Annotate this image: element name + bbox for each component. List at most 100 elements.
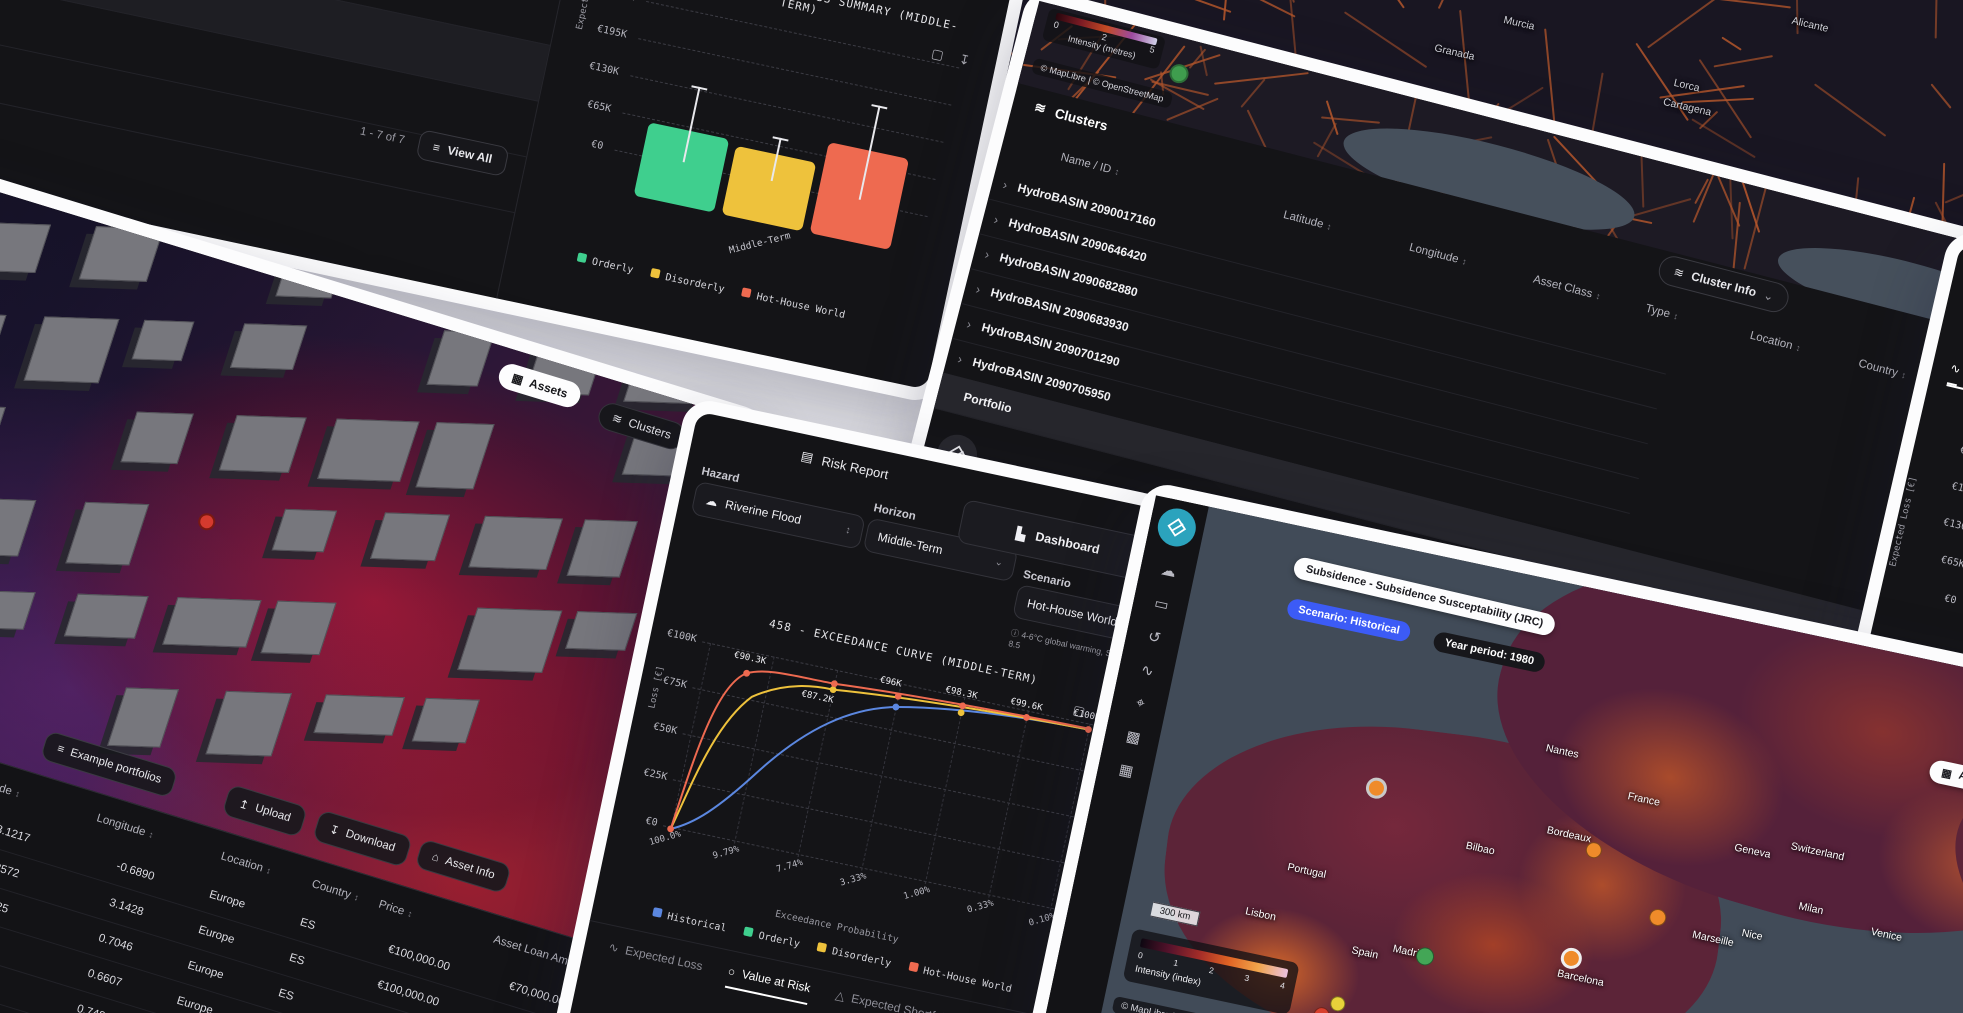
building-block <box>260 600 337 656</box>
report-icon: ▤ <box>799 447 815 466</box>
building-block <box>565 611 638 651</box>
s4-tab-underline <box>1946 384 1963 397</box>
map-road <box>1344 11 1428 68</box>
f-data-point <box>830 680 838 688</box>
f-legend-orderly: Orderly <box>743 926 801 950</box>
button-icon: ↧ <box>327 823 341 839</box>
s1-y-tick: €130K <box>588 60 620 78</box>
button-icon: ↥ <box>237 798 251 813</box>
flood-icon: ☁ <box>704 493 719 510</box>
button-icon: ⌂ <box>430 851 441 865</box>
f-data-point <box>957 709 965 717</box>
expand-chevron[interactable]: › <box>1001 176 1010 192</box>
undo-icon[interactable]: ↺ <box>1146 628 1163 648</box>
map-road <box>1744 168 1773 270</box>
folder-icon[interactable]: ▭ <box>1152 594 1171 615</box>
s1-legend-disorderly: Disorderly <box>650 267 726 295</box>
s2-column-location[interactable]: Location↕ <box>219 850 273 877</box>
s3-column-type[interactable]: Type↕ <box>1644 302 1680 322</box>
building-block <box>457 607 563 673</box>
download-icon[interactable]: ↧ <box>957 51 972 69</box>
building-block <box>65 501 150 566</box>
f-data-point <box>959 702 966 710</box>
g-legend-tick: 3 <box>1243 972 1251 984</box>
f-data-point <box>1023 714 1030 721</box>
s3-column-latitude[interactable]: Latitude↕ <box>1282 208 1333 233</box>
s3-column-asset-class[interactable]: Asset Class↕ <box>1531 273 1602 302</box>
g-sidebar: ☁ ▭ ↺ ∿ ⌖ ▩ ▦ <box>1002 495 1209 1013</box>
map-road <box>1944 173 1963 204</box>
map-road <box>1693 162 1720 224</box>
s4-expected-loss-tab[interactable]: ∿ <box>1946 360 1962 387</box>
s2-column-longitude[interactable]: Longitude↕ <box>95 812 155 841</box>
building-block <box>78 226 165 282</box>
f-legend-historical: Historical <box>651 907 727 934</box>
tab-icon: ∿ <box>607 939 621 956</box>
expand-chevron[interactable]: › <box>992 211 1001 227</box>
s4-y-tick: €195K <box>1950 480 1963 499</box>
building-block <box>218 415 307 473</box>
building-block <box>229 323 308 371</box>
f-y-tick: €25K <box>642 767 669 783</box>
building-block <box>313 694 405 736</box>
panel-subsidence-map-app: ☁ ▭ ↺ ∿ ⌖ ▩ ▦ Nantes France Switzerland Gen… <box>986 480 1963 1013</box>
f-data-point <box>829 686 837 693</box>
s3-column-name-id[interactable]: Name / ID↕ <box>1059 151 1121 178</box>
s3-clusters-heading: ≋ Clusters <box>1032 99 1110 134</box>
s2-column-latitude[interactable]: Latitude↕ <box>0 774 22 800</box>
map-road <box>1438 0 1468 9</box>
s2-column-price[interactable]: Price↕ <box>377 898 414 920</box>
expand-chevron[interactable]: › <box>983 246 992 262</box>
building-block <box>369 512 451 562</box>
building-icon: ▦ <box>510 370 526 388</box>
pin-icon[interactable]: ⌖ <box>1134 694 1147 713</box>
book-icon[interactable]: ▩ <box>1124 727 1142 748</box>
cloud-download-icon[interactable]: ☁ <box>1159 561 1178 582</box>
s1-legend: Orderly Disorderly Hot-House World <box>576 252 846 321</box>
building-block <box>411 697 480 744</box>
s1-legend-hot-house world: Hot-House World <box>741 287 847 321</box>
f-hazard-select[interactable]: ☁ Riverine Flood ↕ <box>690 480 866 550</box>
building-block <box>566 519 638 578</box>
s4-y-tick: €0 <box>1943 593 1958 607</box>
layers-icon: ≋ <box>1672 264 1686 281</box>
s3-column-longitude[interactable]: Longitude↕ <box>1407 241 1468 267</box>
map-road <box>1814 82 1886 136</box>
building-block <box>0 312 7 375</box>
s1-risk-chart-card: ∿Expected Loss○Value at Risk△Expected Sh… <box>496 0 1016 390</box>
s1-legend-orderly: Orderly <box>576 252 634 276</box>
s2-column-country[interactable]: Country↕ <box>310 878 361 903</box>
s4-y-tick: €260K <box>1958 444 1963 463</box>
s4-y-tick: €130K <box>1942 516 1963 535</box>
map-road <box>1714 55 1774 68</box>
curve-icon: ∿ <box>1949 360 1962 377</box>
s1-y-tick: €0 <box>590 138 605 153</box>
g-app-logo[interactable] <box>1154 504 1200 550</box>
building-block <box>162 597 262 648</box>
map-road <box>1647 0 1724 49</box>
building-block <box>317 418 420 482</box>
building-block <box>63 593 149 639</box>
expand-chevron[interactable]: › <box>974 280 983 297</box>
map-road <box>1360 0 1405 9</box>
s3-column-country[interactable]: Country↕ <box>1857 357 1908 381</box>
expand-chevron[interactable]: › <box>965 315 974 332</box>
s1-bar-orderly <box>633 122 730 213</box>
f-data-point <box>892 703 900 711</box>
f-tab-value-at-risk[interactable]: ○ Value at Risk <box>724 964 812 1006</box>
g-city-label-nice: Nice <box>1740 926 1764 944</box>
building-block <box>0 222 52 273</box>
s1-y-tick: €195K <box>596 23 628 41</box>
expand-chevron[interactable]: › <box>956 350 965 367</box>
map-road <box>1278 0 1296 3</box>
building-block <box>205 690 292 757</box>
f-title: ▤ Risk Report <box>799 447 890 482</box>
grid-icon[interactable]: ▦ <box>1117 760 1135 781</box>
map-road <box>1544 28 1557 133</box>
g-scenario-chip: Scenario: Historical <box>1285 597 1413 644</box>
f-tab-expected-loss[interactable]: ∿ Expected Loss <box>607 939 704 974</box>
building-block <box>23 316 120 384</box>
f-y-tick: €0 <box>644 815 659 829</box>
s3-column-location[interactable]: Location↕ <box>1748 329 1802 354</box>
probe-icon[interactable]: ∿ <box>1139 661 1156 681</box>
